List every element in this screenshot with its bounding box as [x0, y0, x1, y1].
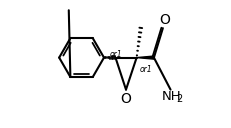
Text: 2: 2	[176, 94, 183, 104]
Polygon shape	[137, 56, 154, 59]
Text: NH: NH	[161, 90, 181, 103]
Text: O: O	[121, 92, 131, 106]
Text: O: O	[159, 13, 170, 27]
Text: or1: or1	[139, 65, 152, 74]
Text: or1: or1	[110, 50, 122, 59]
